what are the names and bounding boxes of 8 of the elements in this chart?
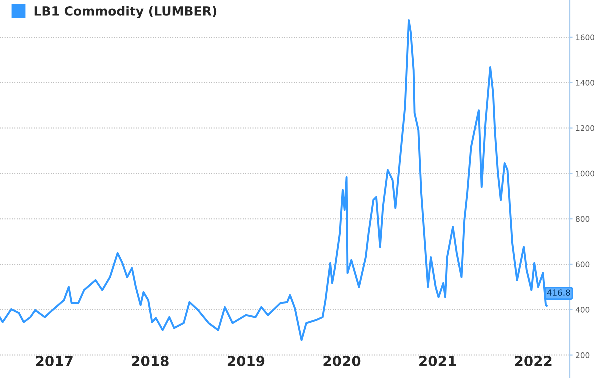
x-tick-label: 2022 <box>515 356 552 367</box>
x-tick-label: 2019 <box>228 356 265 367</box>
annotation: 416.8 <box>547 290 570 296</box>
x-tick-label: 2018 <box>132 356 169 367</box>
x-tick-label: 2020 <box>324 356 361 367</box>
legend-label: LB1 Commodity (LUMBER) <box>34 6 217 18</box>
x-tick-label: 2017 <box>36 356 73 367</box>
x-tick-label: 2021 <box>420 356 456 367</box>
